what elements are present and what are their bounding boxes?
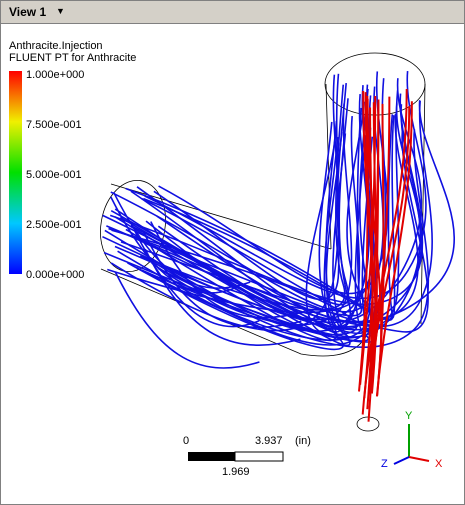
- view-title[interactable]: View 1: [9, 5, 47, 19]
- scale-unit: (in): [295, 435, 311, 447]
- streamline: [375, 101, 413, 397]
- axis-x: [408, 456, 430, 462]
- axis-z: [393, 456, 410, 465]
- legend-subtitle: FLUENT PT for Anthracite: [9, 52, 136, 64]
- streamline: [141, 82, 350, 306]
- streamline: [108, 131, 429, 333]
- colorbar: [9, 71, 22, 274]
- streamline: [120, 107, 363, 317]
- streamline: [358, 98, 369, 392]
- axis-z-label: Z: [381, 458, 388, 470]
- viewport: Anthracite.Injection FLUENT PT for Anthr…: [9, 40, 455, 478]
- scale-bar-black: [188, 452, 235, 461]
- streamline: [361, 89, 408, 415]
- streamline: [102, 120, 341, 333]
- legend-tick-label: 0.000e+000: [26, 269, 84, 281]
- streamline: [103, 101, 374, 338]
- streamline: [144, 70, 427, 300]
- title-bar[interactable]: View 1 ▼: [1, 1, 464, 24]
- legend-title: Anthracite.Injection: [9, 40, 103, 52]
- axis-x-label: X: [435, 458, 443, 470]
- streamline: [362, 90, 377, 370]
- streamlines-red: [358, 89, 413, 422]
- streamline: [112, 191, 251, 289]
- dropdown-arrow[interactable]: ▼: [56, 6, 65, 16]
- axis-y-label: Y: [405, 410, 413, 422]
- scale-mid: 1.969: [222, 466, 250, 478]
- streamline: [367, 102, 380, 422]
- legend-tick-label: 1.000e+000: [26, 69, 84, 81]
- streamlines-blue: [102, 70, 455, 369]
- legend-tick-label: 5.000e-001: [26, 169, 82, 181]
- scale-bar-white: [234, 451, 284, 462]
- scale-start: 0: [183, 435, 189, 447]
- legend-tick-label: 2.500e-001: [26, 219, 82, 231]
- streamline: [153, 73, 340, 301]
- streamline: [114, 271, 260, 369]
- scale-end: 3.937: [255, 435, 283, 447]
- legend-tick-label: 7.500e-001: [26, 119, 82, 131]
- streamline: [119, 133, 351, 347]
- axis-triad: Y X Z: [381, 410, 443, 470]
- streamline: [158, 71, 389, 295]
